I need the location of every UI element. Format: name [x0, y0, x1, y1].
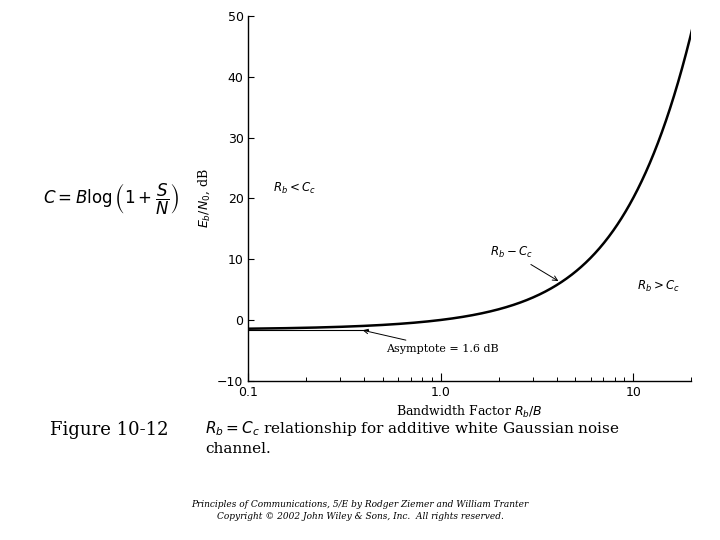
Y-axis label: $E_b/N_0$, dB: $E_b/N_0$, dB: [196, 168, 212, 228]
Text: Asymptote = 1.6 dB: Asymptote = 1.6 dB: [364, 329, 499, 354]
Text: $R_b < C_c$: $R_b < C_c$: [274, 181, 316, 197]
Text: $R_b > C_c$: $R_b > C_c$: [637, 279, 680, 294]
Text: Principles of Communications, 5/E by Rodger Ziemer and William Tranter
Copyright: Principles of Communications, 5/E by Rod…: [192, 500, 528, 521]
X-axis label: Bandwidth Factor $R_{b}/B$: Bandwidth Factor $R_{b}/B$: [397, 404, 543, 420]
Text: Figure 10-12: Figure 10-12: [50, 421, 169, 439]
Text: $R_b = C_c$ relationship for additive white Gaussian noise
channel.: $R_b = C_c$ relationship for additive wh…: [205, 418, 620, 456]
Text: $R_b - C_c$: $R_b - C_c$: [490, 245, 557, 280]
Text: $C = B\log\left(1 + \dfrac{S}{N}\right)$: $C = B\log\left(1 + \dfrac{S}{N}\right)$: [43, 182, 180, 218]
